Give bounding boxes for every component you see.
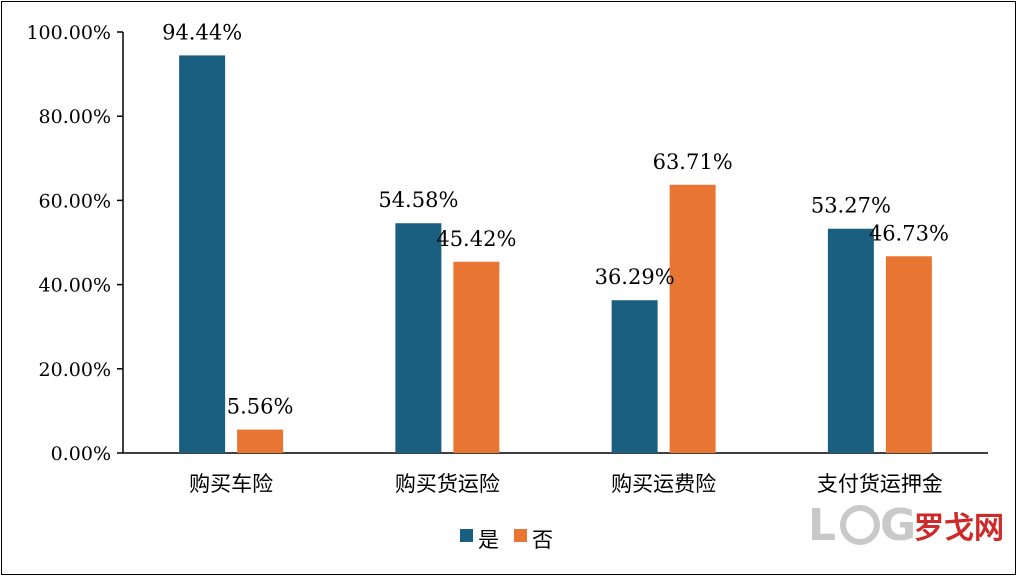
y-axis: 0.00% 20.00% 40.00% 60.00% 80.00% 100.00% bbox=[26, 22, 124, 465]
legend-swatch bbox=[514, 529, 527, 542]
x-axis: 购买车险 购买货运险 购买运费险 支付货运押金 bbox=[123, 452, 988, 496]
data-label: 53.27% bbox=[811, 194, 891, 218]
y-tick-label: 20.00% bbox=[39, 359, 111, 381]
data-labels: 94.44% 5.56% 54.58% 45.42% 36.29% 63.71% 53.27… bbox=[162, 20, 949, 418]
y-tick-label: 80.00% bbox=[39, 106, 111, 128]
legend-label: 否 bbox=[532, 528, 553, 552]
bars bbox=[179, 55, 932, 454]
bar-yes bbox=[395, 223, 442, 453]
legend-swatch bbox=[460, 529, 473, 542]
bar-yes bbox=[179, 55, 226, 454]
y-tick-label: 0.00% bbox=[51, 443, 111, 465]
data-label: 63.71% bbox=[653, 150, 733, 174]
svg-text:G: G bbox=[880, 500, 916, 551]
data-label: 94.44% bbox=[162, 20, 242, 44]
x-category-label: 购买货运险 bbox=[395, 472, 500, 496]
bar-no bbox=[669, 184, 716, 454]
bar-yes bbox=[827, 228, 874, 453]
bar-no bbox=[237, 429, 284, 453]
watermark-logo: L G 罗戈网 bbox=[808, 500, 1004, 551]
y-tick-label: 60.00% bbox=[39, 190, 111, 212]
y-tick-label: 100.00% bbox=[26, 22, 111, 44]
x-category-label: 购买车险 bbox=[189, 472, 273, 496]
data-label: 5.56% bbox=[227, 395, 294, 419]
bar-no bbox=[885, 256, 932, 453]
data-label: 54.58% bbox=[378, 188, 458, 212]
data-label: 45.42% bbox=[436, 227, 516, 251]
bar-no bbox=[453, 261, 500, 453]
y-tick-label: 40.00% bbox=[39, 275, 111, 297]
data-label: 36.29% bbox=[595, 265, 675, 289]
x-category-label: 支付货运押金 bbox=[817, 472, 943, 496]
x-category-label: 购买运费险 bbox=[611, 472, 716, 496]
svg-text:L: L bbox=[808, 500, 836, 551]
watermark-brand-text: 罗戈网 bbox=[914, 511, 1004, 546]
data-label: 46.73% bbox=[869, 221, 949, 245]
legend-label: 是 bbox=[478, 528, 499, 552]
legend: 是否 bbox=[460, 528, 553, 552]
bar-yes bbox=[611, 300, 658, 453]
